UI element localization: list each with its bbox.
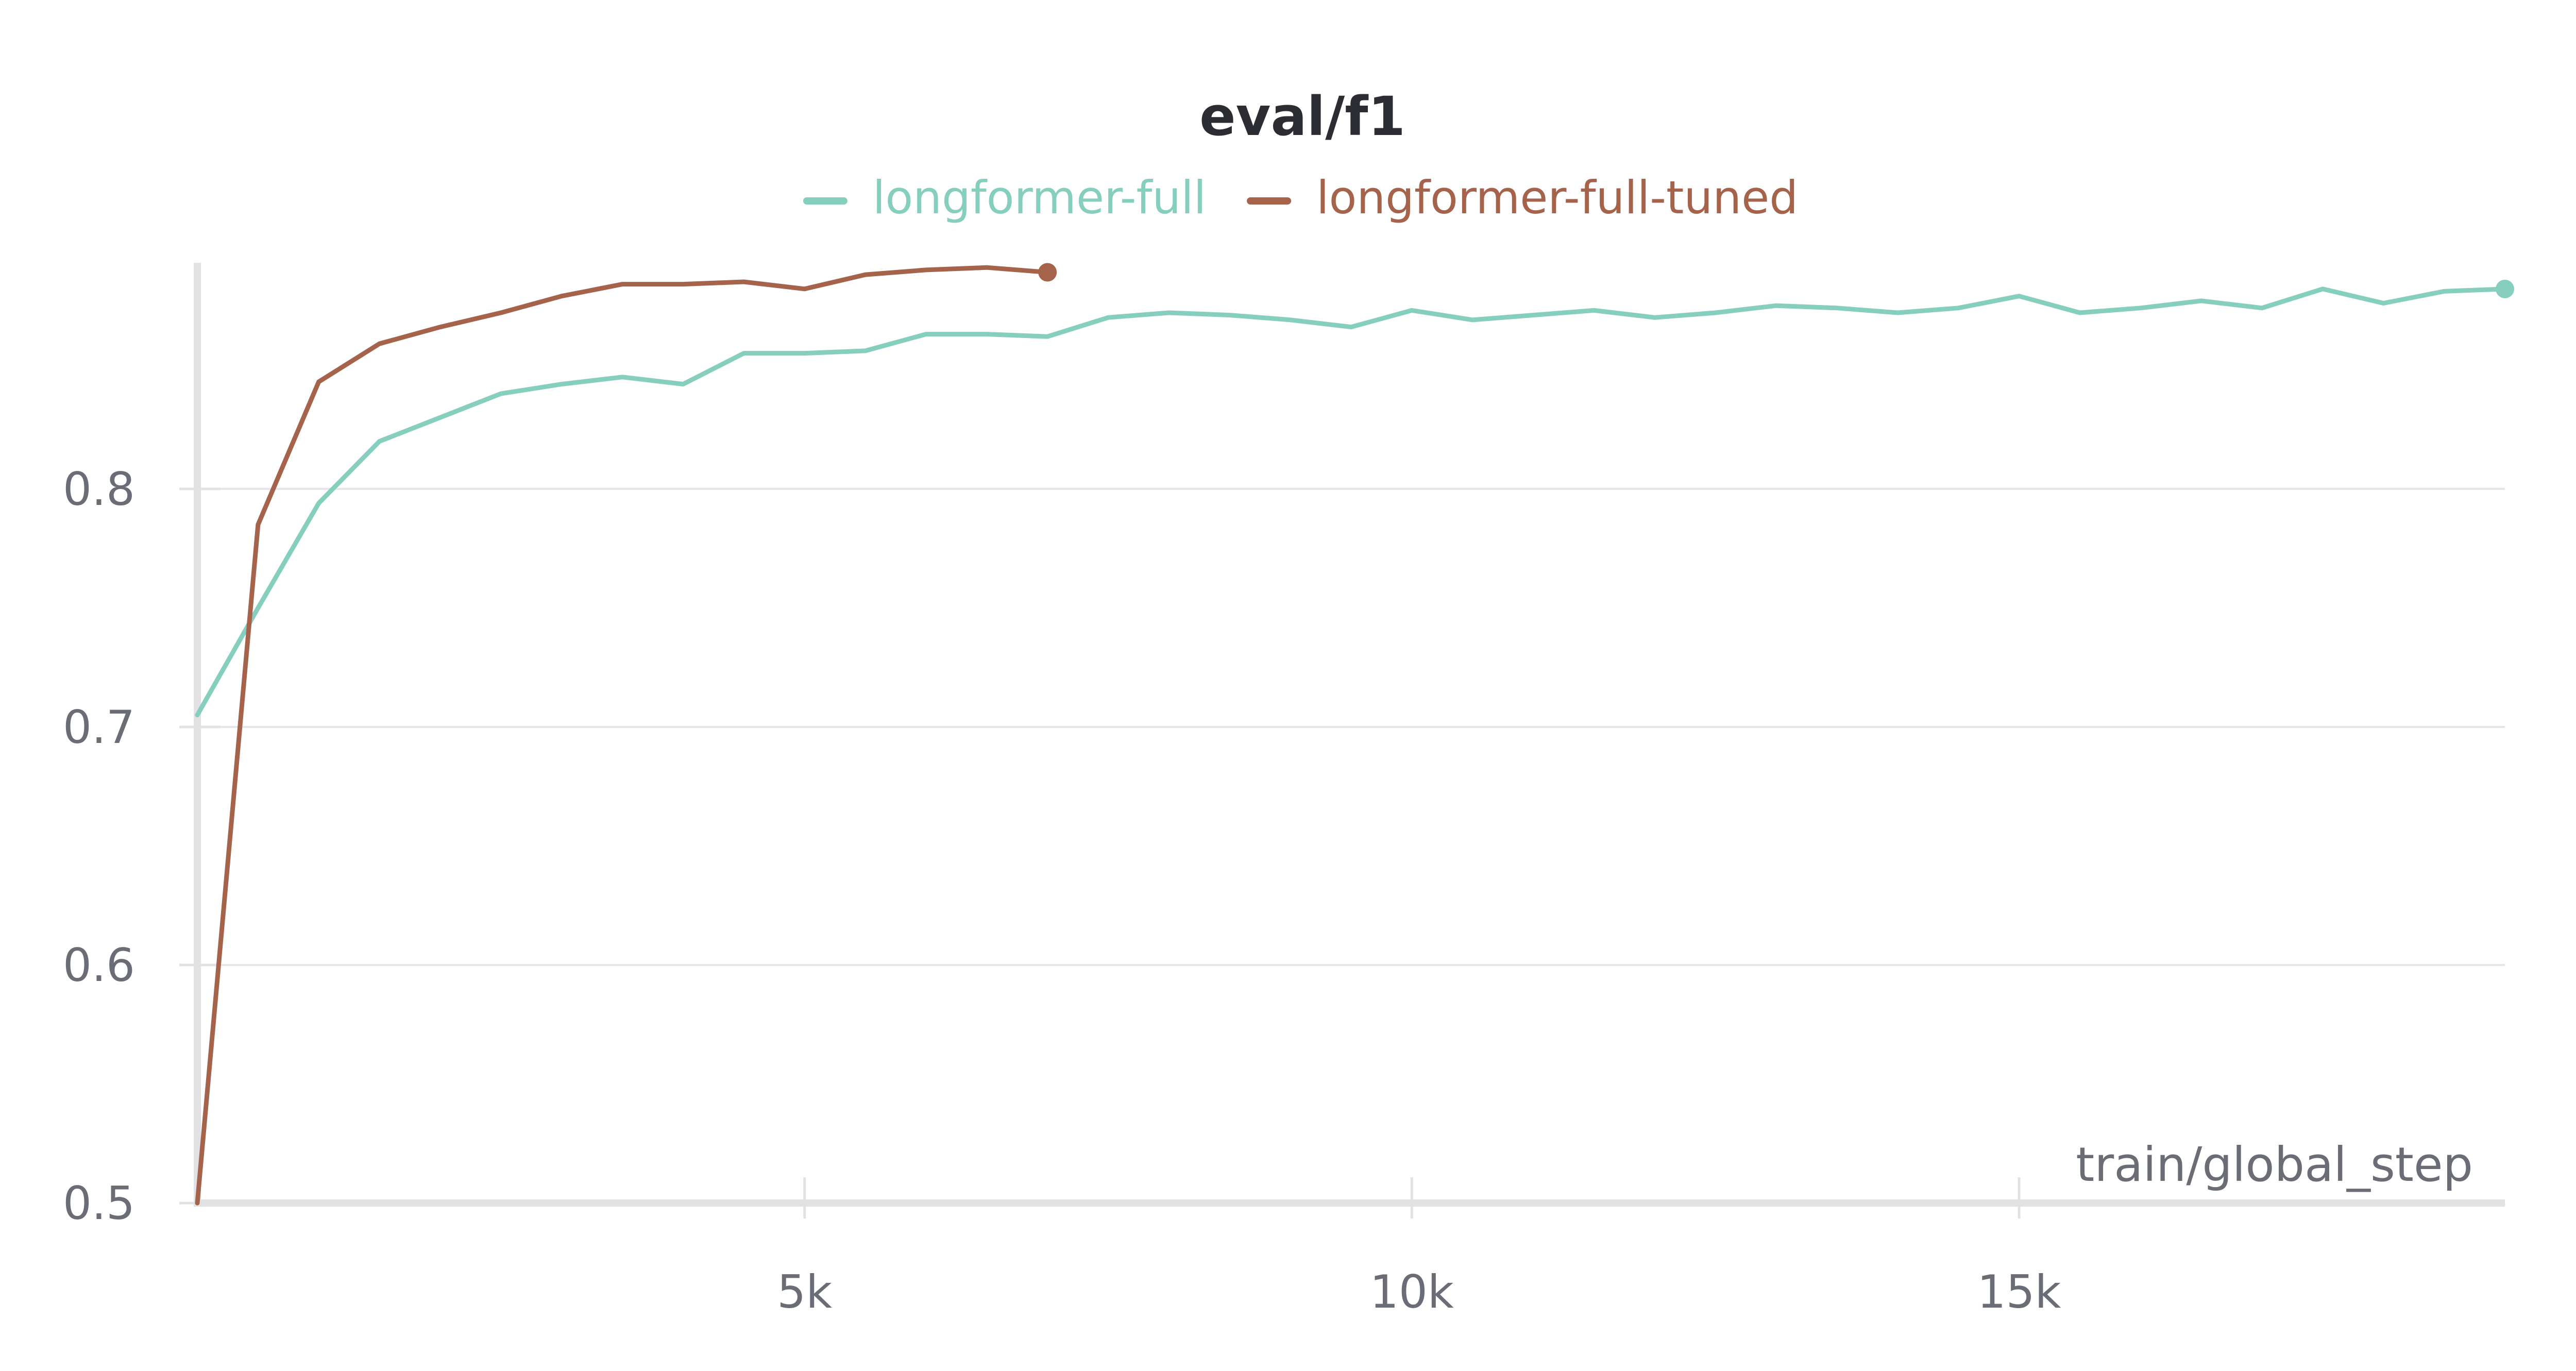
legend-item-longformer-full[interactable]: longformer-full xyxy=(803,171,1206,224)
series-line-longformer-full-tuned xyxy=(195,265,1050,1206)
y-tick-label: 0.8 xyxy=(63,463,135,516)
legend: longformer-full longformer-full-tuned xyxy=(803,171,1798,224)
axes: 0.5 0.6 0.7 0.8 5k 10k 15k xyxy=(63,263,2505,1318)
x-axis-label: train/global_step xyxy=(2076,1137,2473,1192)
y-tick-label: 0.5 xyxy=(63,1177,135,1230)
y-tick-label: 0.6 xyxy=(63,939,135,992)
y-tick-label: 0.7 xyxy=(63,701,135,754)
x-tick-label: 5k xyxy=(777,1265,832,1318)
x-tick-label: 15k xyxy=(1977,1265,2061,1318)
x-tick-label: 10k xyxy=(1370,1265,1454,1318)
grid xyxy=(197,487,2505,966)
legend-item-longformer-full-tuned[interactable]: longformer-full-tuned xyxy=(1247,171,1798,224)
series-end-point-longformer-full xyxy=(2496,279,2514,298)
chart-title: eval/f1 xyxy=(1199,85,1405,148)
series-layer xyxy=(195,263,2514,1206)
legend-label: longformer-full-tuned xyxy=(1316,171,1798,224)
series-line-longformer-full xyxy=(195,286,2507,718)
series-end-point-longformer-full-tuned xyxy=(1038,263,1057,282)
legend-label: longformer-full xyxy=(873,171,1206,224)
